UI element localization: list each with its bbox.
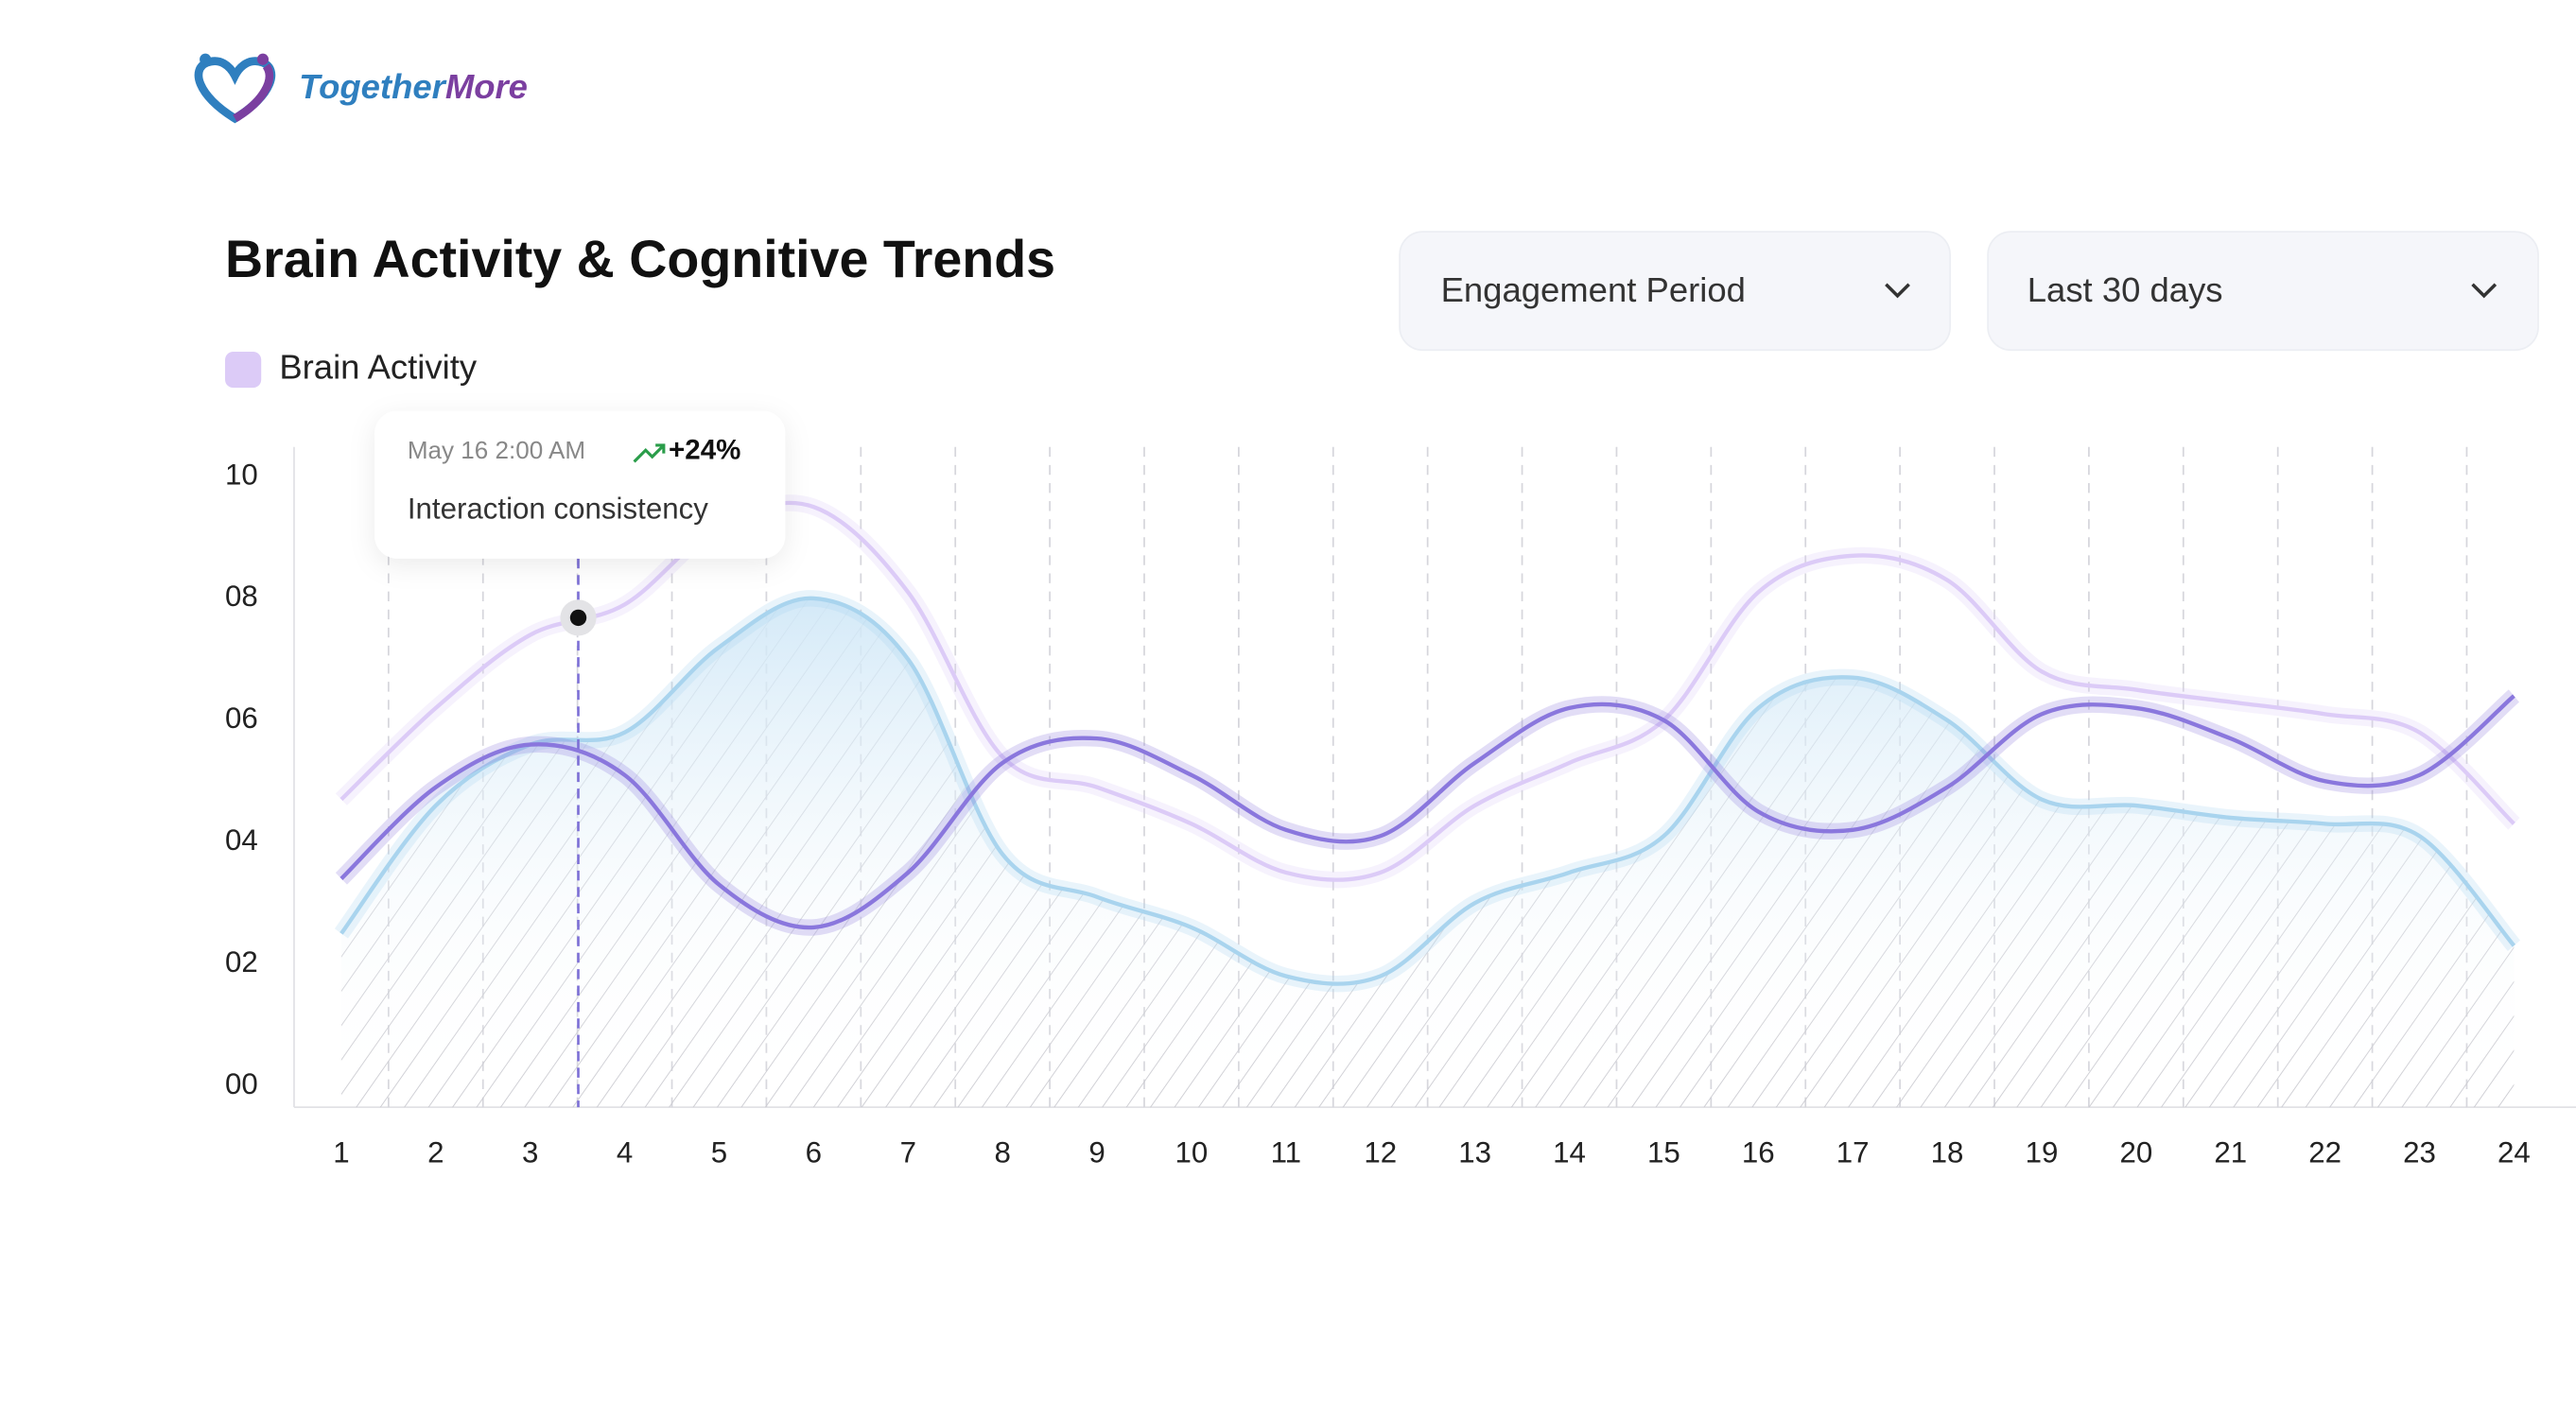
legend-label: Brain Activity bbox=[279, 348, 478, 387]
x-tick-label: 10 bbox=[1175, 1136, 1209, 1169]
logo-dot bbox=[256, 53, 270, 65]
dropdown[interactable]: Last 30 days bbox=[1987, 231, 2539, 352]
line bbox=[339, 596, 2516, 986]
plot bbox=[334, 494, 2521, 1108]
chart-title: Brain Activity & Cognitive Trends bbox=[225, 230, 1055, 288]
x-tick-label: 9 bbox=[1088, 1136, 1105, 1169]
chevron bbox=[1885, 283, 1910, 299]
tooltip-label: Interaction consistency bbox=[408, 493, 708, 526]
x-tick-label: 6 bbox=[806, 1136, 822, 1169]
x-tick-label: 19 bbox=[2026, 1136, 2059, 1169]
logo-second: More bbox=[445, 67, 528, 106]
x-tick-label: 13 bbox=[1458, 1136, 1491, 1169]
dropdown-label: Last 30 days bbox=[2028, 270, 2223, 309]
x-tick-label: 1 bbox=[333, 1136, 349, 1169]
x-tick-label: 21 bbox=[2214, 1136, 2247, 1169]
x-tick-label: 12 bbox=[1364, 1136, 1397, 1169]
x-tick-label: 8 bbox=[994, 1136, 1010, 1169]
x-tick-label: 2 bbox=[427, 1136, 444, 1169]
x-tick-label: 14 bbox=[1553, 1136, 1586, 1169]
x-tick-label: 5 bbox=[711, 1136, 727, 1169]
y-tick-label: 10 bbox=[225, 458, 258, 491]
tooltip-box bbox=[374, 410, 786, 559]
chevron bbox=[2471, 283, 2498, 299]
logo-text: TogetherMore bbox=[299, 67, 528, 106]
tooltip: May 16 2:00 AM +24% Interaction consiste… bbox=[374, 410, 786, 559]
legend-swatch bbox=[225, 351, 262, 389]
x-tick-label: 3 bbox=[522, 1136, 538, 1169]
logo-dot bbox=[200, 53, 212, 65]
x-tick-label: 11 bbox=[1271, 1136, 1301, 1169]
x-tick-label: 17 bbox=[1836, 1136, 1870, 1169]
area-fill bbox=[340, 598, 2515, 1108]
tooltip-change: +24% bbox=[669, 435, 740, 466]
hover-point[interactable] bbox=[569, 609, 587, 627]
x-tick-label: 20 bbox=[2119, 1136, 2152, 1169]
x-tick-label: 24 bbox=[2498, 1136, 2531, 1169]
line bbox=[339, 694, 2515, 930]
x-tick-label: 18 bbox=[1931, 1136, 1964, 1169]
dropdown-box bbox=[1399, 231, 1951, 352]
logo[interactable]: TogetherMore bbox=[194, 53, 528, 124]
y-tick-label: 00 bbox=[225, 1067, 258, 1100]
y-tick-label: 08 bbox=[225, 580, 258, 613]
dropdown-label: Engagement Period bbox=[1441, 270, 1746, 309]
x-tick-label: 7 bbox=[900, 1136, 916, 1169]
dropdown-box bbox=[1987, 231, 2539, 352]
x-tick-label: 22 bbox=[2308, 1136, 2341, 1169]
x-tick-label: 16 bbox=[1742, 1136, 1775, 1169]
tooltip-date: May 16 2:00 AM bbox=[408, 436, 585, 464]
y-tick-label: 02 bbox=[225, 945, 258, 979]
y-tick-label: 06 bbox=[225, 702, 258, 735]
x-tick-label: 15 bbox=[1647, 1136, 1680, 1169]
x-tick-label: 23 bbox=[2403, 1136, 2436, 1169]
dropdown[interactable]: Engagement Period bbox=[1399, 231, 1951, 352]
logo-first: Together bbox=[299, 67, 446, 106]
x-tick-label: 4 bbox=[617, 1136, 633, 1169]
logo-heart-right bbox=[233, 63, 274, 123]
legend: Brain Activity bbox=[225, 348, 478, 389]
trend-icon bbox=[633, 443, 666, 463]
logo-heart bbox=[194, 57, 276, 124]
y-tick-label: 04 bbox=[225, 823, 258, 857]
